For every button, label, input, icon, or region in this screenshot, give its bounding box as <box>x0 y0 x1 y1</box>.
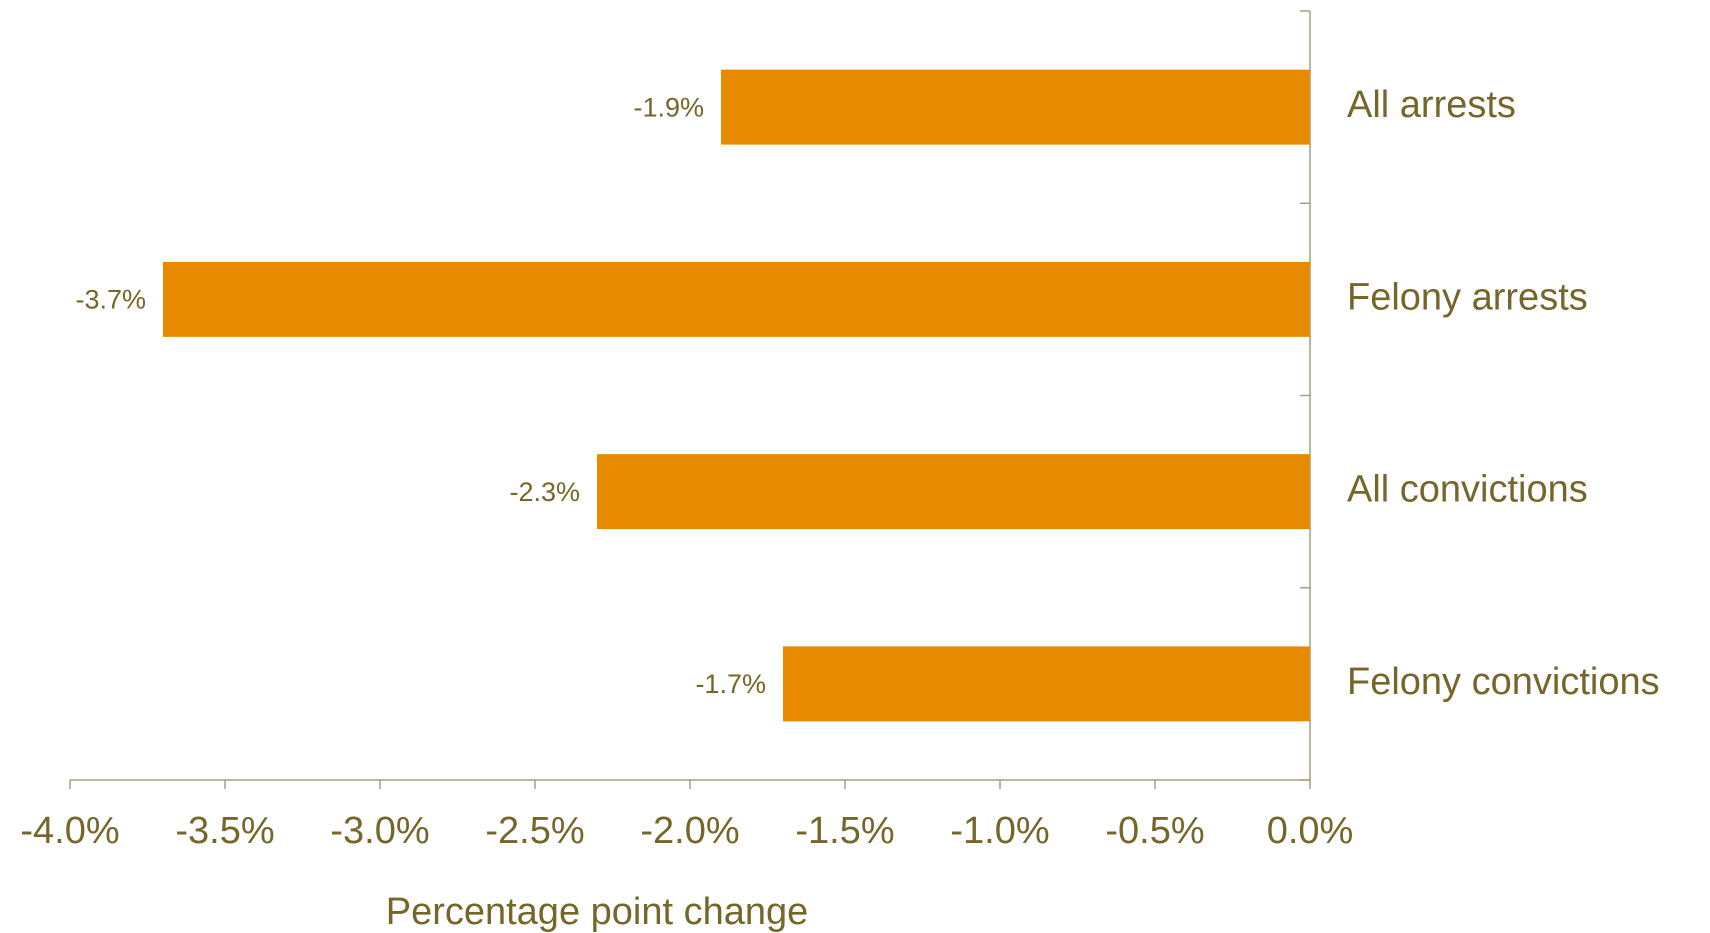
x-tick-label: -4.0% <box>20 810 119 852</box>
x-tick-label: -1.5% <box>795 810 894 852</box>
x-axis-title: Percentage point change <box>386 891 809 933</box>
category-label: All arrests <box>1347 84 1516 126</box>
x-tick-label: -3.5% <box>175 810 274 852</box>
bar <box>783 646 1310 722</box>
data-label: -1.7% <box>695 669 766 699</box>
x-tick-label: -0.5% <box>1105 810 1204 852</box>
x-tick-label: -3.0% <box>330 810 429 852</box>
bar <box>163 261 1310 337</box>
category-label: Felony convictions <box>1347 661 1660 703</box>
data-label: -1.9% <box>633 92 704 122</box>
x-tick-label: -2.0% <box>640 810 739 852</box>
data-label: -3.7% <box>75 285 146 315</box>
bar <box>721 69 1310 145</box>
x-tick-label: -2.5% <box>485 810 584 852</box>
bar <box>597 454 1310 530</box>
data-label: -2.3% <box>509 477 580 507</box>
category-label: All convictions <box>1347 469 1588 511</box>
x-tick-label: 0.0% <box>1267 810 1354 852</box>
x-tick-label: -1.0% <box>950 810 1049 852</box>
category-label: Felony arrests <box>1347 276 1588 318</box>
